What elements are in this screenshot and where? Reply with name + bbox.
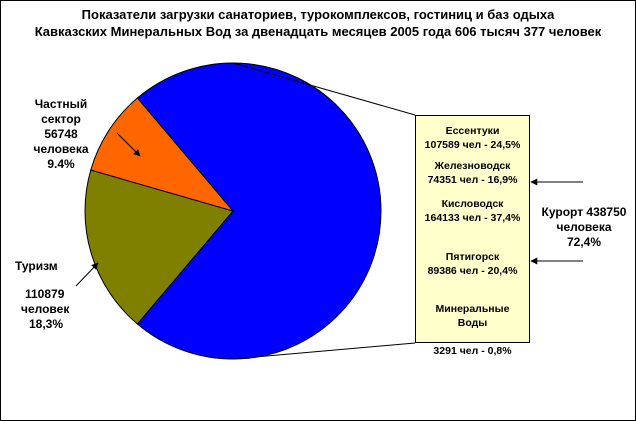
breakdown-item-value: 107589 чел - 24,5% <box>416 138 529 152</box>
private-sector-label-line: 9.4% <box>21 157 101 172</box>
tourism-arrow <box>76 263 98 286</box>
tourism-label-line: человек <box>15 302 75 317</box>
private-sector-label-line: Частный <box>21 97 101 112</box>
resort-label: Курорт 438750 человека 72,4% <box>533 205 635 250</box>
resort-breakdown-box: Ессентуки 107589 чел - 24,5% Железноводс… <box>415 115 530 343</box>
breakdown-item-name: Пятигорск <box>416 250 529 264</box>
resort-label-line: 72,4% <box>533 235 635 250</box>
private-sector-label-line: человека <box>21 142 101 157</box>
private-sector-label: Частный сектор 56748 человека 9.4% <box>21 97 101 172</box>
private-sector-label-line: сектор <box>21 112 101 127</box>
resort-label-line: человека <box>533 220 635 235</box>
private-sector-label-line: 56748 <box>21 127 101 142</box>
tourism-label-spacer <box>15 274 75 287</box>
breakdown-item-value: 3291 чел - 0,8% <box>416 344 529 358</box>
breakdown-item-name: Кисловодск <box>416 197 529 211</box>
breakdown-item-name: Минеральные Воды <box>416 302 529 330</box>
pie-slices <box>85 63 381 359</box>
tourism-label: Туризм 110879 человек 18,3% <box>15 259 75 332</box>
breakdown-item-pyatigorsk: Пятигорск 89386 чел - 20,4% <box>416 250 529 278</box>
breakdown-item-name: Ессентуки <box>416 124 529 138</box>
breakdown-item-value: 164133 чел - 37,4% <box>416 211 529 225</box>
tourism-label-line: Туризм <box>15 259 75 274</box>
breakdown-item-mineralnye-vody: Минеральные Воды 3291 чел - 0,8% <box>416 288 529 372</box>
breakdown-item-zheleznovodsk: Железноводск 74351 чел - 16,9% <box>416 159 529 187</box>
tourism-label-line: 110879 <box>15 287 75 302</box>
tourism-label-line: 18,3% <box>15 317 75 332</box>
breakdown-item-kislovodsk: Кисловодск 164133 чел - 37,4% <box>416 197 529 225</box>
breakdown-item-value: 74351 чел - 16,9% <box>416 173 529 187</box>
breakdown-item-name: Железноводск <box>416 159 529 173</box>
breakdown-item-value: 89386 чел - 20,4% <box>416 264 529 278</box>
resort-label-line: Курорт 438750 <box>533 205 635 220</box>
breakdown-item-essentuki: Ессентуки 107589 чел - 24,5% <box>416 124 529 152</box>
